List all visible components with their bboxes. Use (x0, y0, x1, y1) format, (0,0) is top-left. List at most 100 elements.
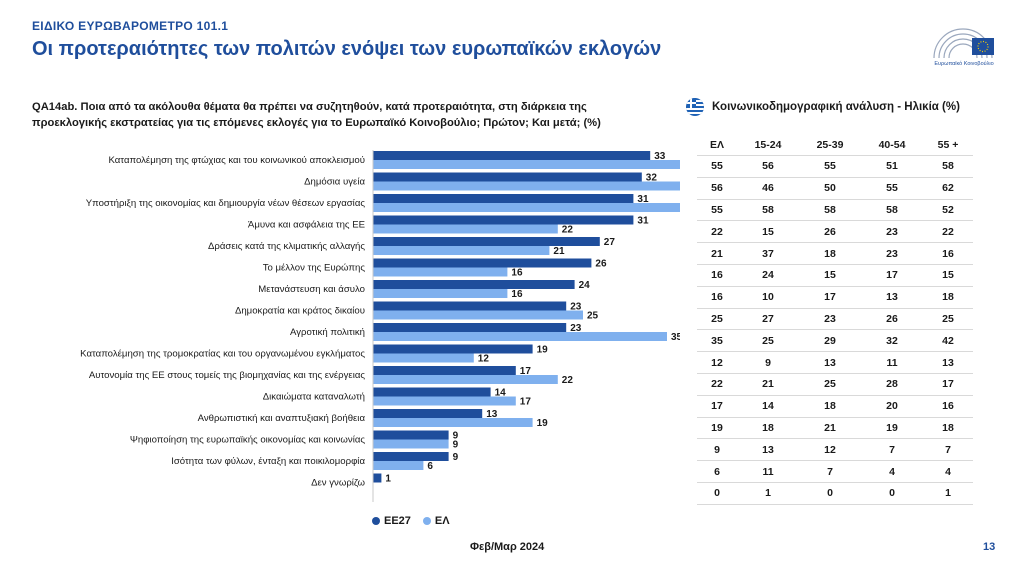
table-cell: 56 (697, 177, 737, 200)
category-label: Ανθρωπιστική και αναπτυξιακή βοήθεια (198, 413, 366, 424)
table-cell: 23 (799, 308, 861, 331)
table-cell: 21 (697, 242, 737, 265)
data-label-el: 16 (511, 268, 523, 279)
table-cell: 55 (697, 155, 737, 178)
bar-eu27 (373, 215, 634, 225)
table-cell: 4 (861, 460, 923, 483)
chart-legend: ΕΕ27 ΕΛ (372, 515, 456, 527)
table-cell: 17 (799, 286, 861, 309)
bar-el (373, 439, 449, 449)
table-cell: 6 (697, 460, 737, 483)
category-label: Δημοκρατία και κράτος δικαίου (235, 306, 365, 317)
data-label-el: 22 (562, 375, 574, 386)
data-label-el: 22 (562, 225, 574, 236)
table-cell: 55 (799, 155, 861, 178)
table-row: 22 15 26 23 22 (697, 220, 973, 244)
data-label-el: 25 (587, 311, 599, 322)
table-cell: 29 (799, 329, 861, 353)
table-cell: 58 (799, 199, 861, 222)
table-cell: 21 (799, 417, 861, 440)
bar-eu27 (373, 280, 575, 289)
table-row: 55 56 55 51 58 (697, 155, 973, 178)
bar-eu27 (373, 151, 651, 160)
data-label-el: 21 (553, 246, 565, 257)
bar-el (373, 461, 424, 470)
bar-eu27 (373, 387, 491, 397)
category-label: Άμυνα και ασφάλεια της ΕΕ (248, 220, 365, 231)
priorities-bar-chart: Καταπολέμηση της φτώχιας και του κοινωνι… (80, 150, 680, 502)
table-row: 35 25 29 32 42 (697, 329, 973, 353)
table-column-header: 40-54 (878, 139, 906, 151)
table-cell: 0 (861, 482, 923, 505)
data-label-eu27: 9 (453, 431, 459, 442)
data-label-eu27: 33 (654, 151, 666, 162)
table-cell: 22 (697, 373, 737, 396)
legend-swatch-eu27 (372, 517, 380, 525)
bar-el (373, 332, 667, 341)
table-cell: 16 (697, 264, 737, 287)
table-cell: 22 (697, 220, 737, 244)
legend-item-el: ΕΛ (422, 515, 450, 527)
table-cell: 15 (737, 220, 799, 244)
table-column-header: 15-24 (754, 139, 782, 151)
table-cell: 62 (923, 177, 973, 200)
table-column-header: 25-39 (816, 139, 844, 151)
table-cell: 15 (923, 264, 973, 287)
parliament-hemicycle-icon (933, 28, 994, 59)
category-label: Το μέλλον της Ευρώπης (263, 263, 366, 274)
data-label-eu27: 31 (637, 216, 649, 227)
table-cell: 9 (697, 438, 737, 462)
table-row: 12 9 13 11 13 (697, 351, 973, 374)
category-label: Αυτονομία της ΕΕ στους τομείς της βιομηχ… (89, 370, 366, 381)
table-cell: 24 (737, 264, 799, 287)
bar-el (373, 353, 474, 363)
bar-el (373, 160, 680, 169)
bar-eu27 (373, 323, 567, 332)
table-cell: 58 (737, 199, 799, 222)
data-label-eu27: 26 (595, 259, 607, 270)
table-cell: 18 (799, 242, 861, 265)
bar-el (373, 246, 550, 255)
logo-caption: Ευρωπαϊκό Κοινοβούλιο (934, 61, 994, 67)
bar-eu27 (373, 409, 483, 418)
data-label-el: 9 (453, 440, 459, 451)
data-label-eu27: 31 (637, 194, 649, 205)
legend-swatch-el (422, 517, 431, 525)
table-cell: 7 (861, 438, 923, 462)
table-row: 25 27 23 26 25 (697, 308, 973, 331)
bar-el (373, 375, 558, 384)
category-label: Δικαιώματα καταναλωτή (263, 392, 365, 403)
table-row: 16 24 15 17 15 (697, 264, 973, 287)
table-cell: 42 (923, 329, 973, 353)
data-label-el: 35 (671, 332, 680, 343)
table-cell: 13 (861, 286, 923, 309)
data-label-eu27: 24 (579, 280, 591, 291)
table-cell: 56 (737, 155, 799, 178)
category-label: Υποστήριξη της οικονομίας και δημιουργία… (86, 198, 366, 209)
table-cell: 25 (697, 308, 737, 331)
page-number: 13 (983, 541, 996, 553)
category-label: Καταπολέμηση της τρομοκρατίας και του ορ… (80, 349, 365, 360)
table-cell: 18 (923, 417, 973, 440)
data-label-el: 19 (537, 418, 549, 429)
table-cell: 7 (923, 438, 973, 462)
table-cell: 18 (923, 286, 973, 309)
table-cell: 58 (861, 199, 923, 222)
bar-eu27 (373, 366, 516, 375)
legend-label-el: ΕΛ (434, 515, 450, 527)
table-row: 19 18 21 19 18 (697, 417, 973, 440)
data-label-eu27: 1 (385, 474, 391, 485)
table-cell: 50 (799, 177, 861, 200)
table-cell: 32 (861, 329, 923, 353)
table-cell: 9 (737, 351, 799, 374)
data-label-eu27: 32 (646, 173, 658, 184)
greece-flag-icon (686, 98, 704, 116)
bar-el (373, 310, 583, 320)
data-label-el: 12 (478, 354, 490, 365)
table-cell: 35 (697, 329, 737, 353)
table-cell: 0 (799, 482, 861, 505)
table-cell: 26 (861, 308, 923, 331)
table-cell: 18 (799, 395, 861, 418)
table-cell: 7 (799, 460, 861, 483)
